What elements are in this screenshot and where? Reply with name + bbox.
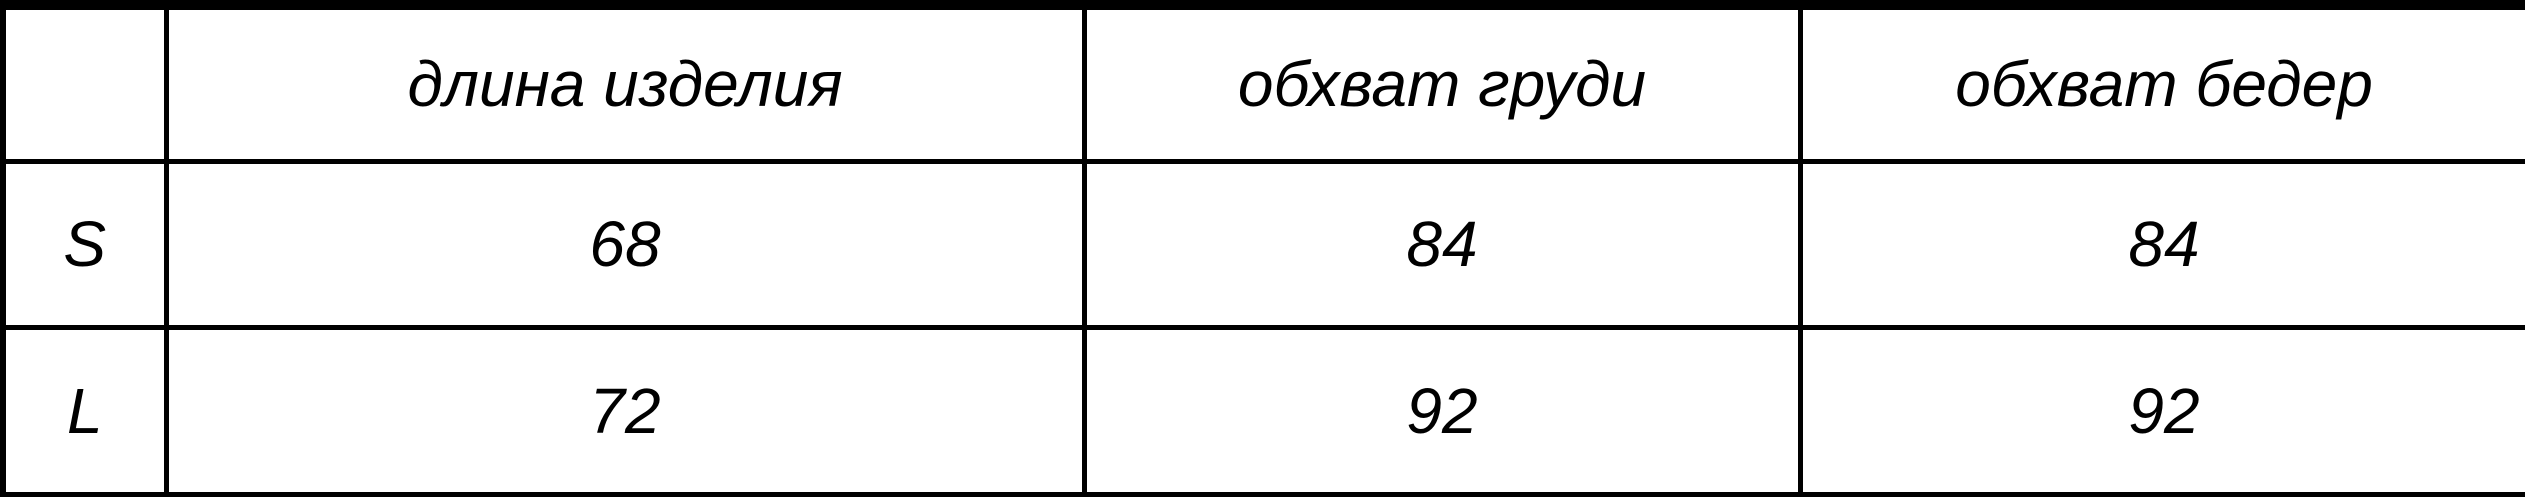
header-cell-chest: обхват груди bbox=[1081, 2, 1803, 164]
table-row-size-l: L 72 92 92 bbox=[0, 324, 2525, 497]
header-cell-length: длина изделия bbox=[163, 2, 1087, 164]
table-row-size-s: S 68 84 84 bbox=[0, 158, 2525, 330]
header-cell-size bbox=[0, 2, 169, 164]
header-cell-hips: обхват бедер bbox=[1797, 2, 2525, 164]
cell-s-length: 68 bbox=[163, 158, 1087, 330]
cell-s-chest: 84 bbox=[1081, 158, 1803, 330]
cell-l-length: 72 bbox=[163, 324, 1087, 497]
cell-s-hips: 84 bbox=[1797, 158, 2525, 330]
cell-l-chest: 92 bbox=[1081, 324, 1803, 497]
table-header-row: длина изделия обхват груди обхват бедер bbox=[0, 2, 2525, 164]
size-label-s: S bbox=[0, 158, 169, 330]
cell-l-hips: 92 bbox=[1797, 324, 2525, 497]
size-label-l: L bbox=[0, 324, 169, 497]
